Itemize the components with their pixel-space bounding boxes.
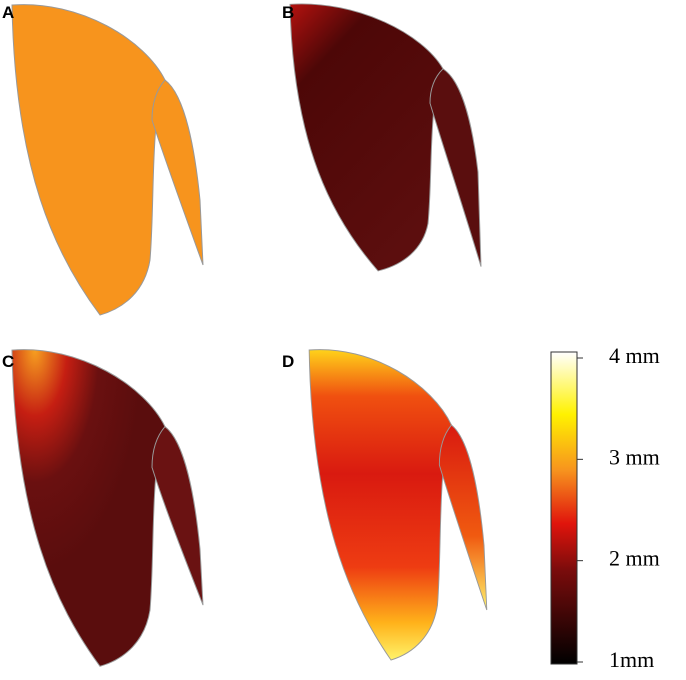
panel-c [11,349,204,667]
colorbar-label: 4 mm [609,343,660,368]
colorbar-label: 2 mm [609,546,660,571]
panel-label: C [2,352,14,371]
panel-label: B [282,3,294,22]
panel-a [11,4,204,316]
colorbar-label: 3 mm [609,444,660,469]
colorbar-label: 1mm [609,647,654,672]
panel-label: A [2,3,14,22]
panel-label: D [282,352,294,371]
colorbar [550,351,578,665]
panel-b [289,3,482,272]
panel-d [308,349,488,661]
